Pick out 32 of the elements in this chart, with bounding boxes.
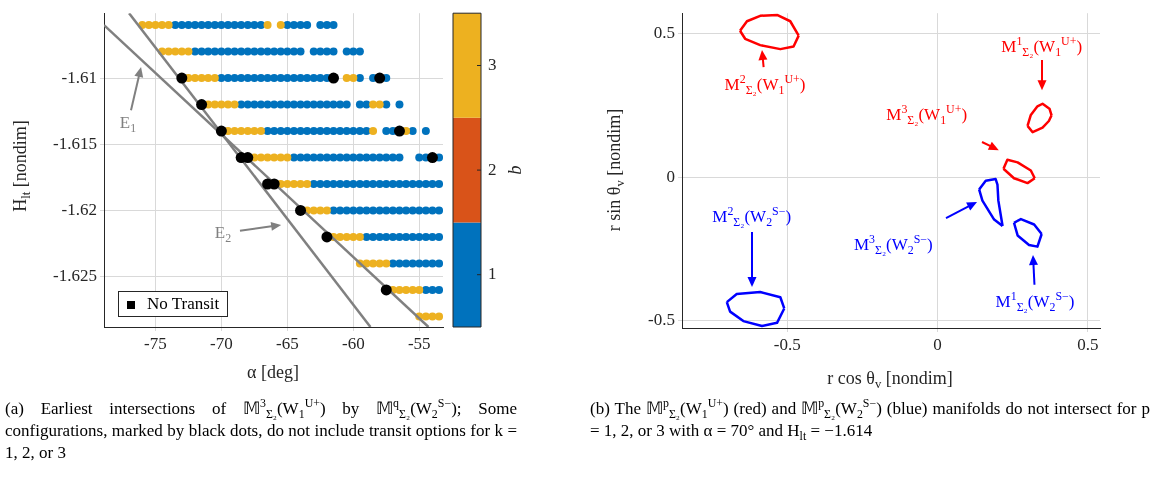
color-bar-label: 1 [488, 264, 497, 284]
y-tick-label: -1.615 [53, 133, 97, 153]
y-tick-label: -0.5 [648, 310, 675, 330]
annotation: E$_{1}$ [119, 113, 137, 136]
x-tick-label: -65 [276, 333, 299, 353]
x-axis-title: α [deg] [247, 361, 299, 383]
x-tick-label: -75 [144, 333, 167, 353]
x-tick-label: -70 [210, 333, 233, 353]
y-tick-label: -1.625 [53, 266, 97, 286]
annotation: M$^{2}$$_{Σ₂}$(W$_{1}$$^{U+}$) [724, 72, 806, 98]
x-tick-label: 0.5 [1077, 334, 1099, 354]
y-tick-label: -1.62 [61, 199, 97, 219]
annotation: E$_{2}$ [214, 223, 232, 246]
y-tick-label: 0 [666, 166, 675, 186]
x-tick-label: 0 [933, 334, 942, 354]
annotation: M$^{1}$$_{Σ₂}$(W$_{2}$$^{S−}$) [995, 289, 1075, 315]
x-tick-label: -60 [341, 333, 365, 353]
annotation: M$^{3}$$_{Σ₂}$(W$_{2}$$^{S−}$) [853, 232, 933, 258]
x-axis-title: r cos θ$_{v}$ [nondim] [827, 367, 953, 392]
color-bar-label: 2 [488, 159, 497, 179]
legend-label: No Transit [147, 294, 220, 313]
color-bar-label: 3 [488, 54, 497, 74]
text: (a) Earliest intersections of 𝕄$^{3}$$_{Σ₂}$(W$_{1}$$^{U+}$) by 𝕄$^{q}$$_{Σ₂}$(W$_{2}$$^{S−}$); Some configurations, marked by black dots, do not include transit options for k = 1, 2, or 3 [5, 396, 518, 462]
annotation: M$^{3}$$_{Σ₂}$(W$_{1}$$^{U+}$) [886, 102, 968, 128]
y-tick-label: -1.61 [61, 67, 97, 87]
x-tick-label: -0.5 [773, 334, 801, 354]
text: (b) The 𝕄$^{p}$$_{Σ₂}$(W$_{1}$$^{U+}$) (red) and 𝕄$^{p}$$_{Σ₂}$(W$_{2}$$^{S−}$) (blue) manifolds do not intersect for p = 1, 2, or 3 with α = 70° and H$_{lt}$ = −1.614 [590, 396, 1150, 444]
annotation: M$^{2}$$_{Σ₂}$(W$_{2}$$^{S−}$) [712, 204, 792, 230]
y-tick-label: 0.5 [653, 22, 675, 42]
color-bar-title: q [508, 165, 529, 175]
x-tick-label: -55 [407, 333, 431, 353]
annotation: M$^{1}$$_{Σ₂}$(W$_{1}$$^{U+}$) [1001, 34, 1083, 60]
